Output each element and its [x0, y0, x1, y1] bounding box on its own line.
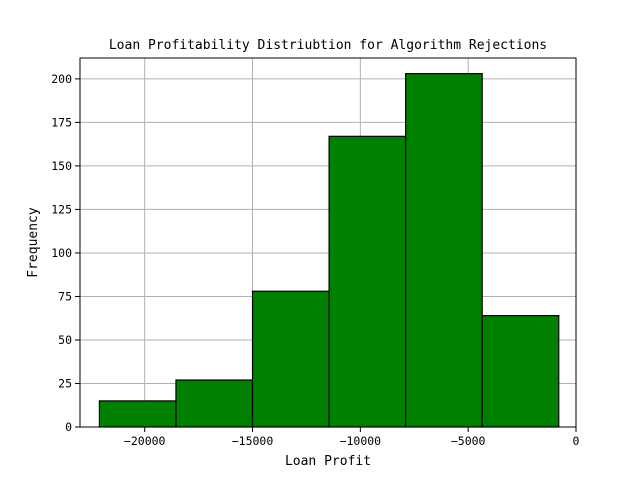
y-tick-label: 25 — [58, 376, 72, 390]
axis-ticks: −20000 −15000 −10000 −5000 0 0 25 50 75 100 125 150… — [51, 72, 579, 448]
y-tick-label: 50 — [58, 333, 72, 347]
histogram-bar — [405, 73, 483, 428]
y-axis-label: Frequency — [26, 207, 41, 278]
x-tick-label: −15000 — [232, 434, 274, 448]
x-tick-label: −10000 — [340, 434, 382, 448]
x-axis-label: Loan Profit — [285, 454, 371, 469]
histogram-bars — [98, 73, 560, 428]
histogram-bar — [481, 315, 560, 428]
y-tick-label: 175 — [51, 115, 72, 129]
x-tick-label: −20000 — [124, 434, 166, 448]
y-tick-label: 75 — [58, 289, 72, 303]
y-tick-label: 0 — [65, 420, 72, 434]
x-tick-label: 0 — [573, 434, 580, 448]
histogram-bar — [328, 135, 407, 428]
plot-frame — [79, 57, 577, 428]
chart-title: Loan Profitability Distriubtion for Algo… — [109, 38, 547, 53]
y-tick-label: 125 — [51, 202, 72, 216]
histogram-bar — [251, 290, 330, 428]
y-tick-label: 100 — [51, 246, 72, 260]
y-tick-label: 200 — [51, 72, 72, 86]
y-tick-label: 150 — [51, 159, 72, 173]
x-tick-label: −5000 — [451, 434, 486, 448]
histogram-bar — [175, 379, 254, 428]
histogram-bar — [98, 400, 177, 428]
